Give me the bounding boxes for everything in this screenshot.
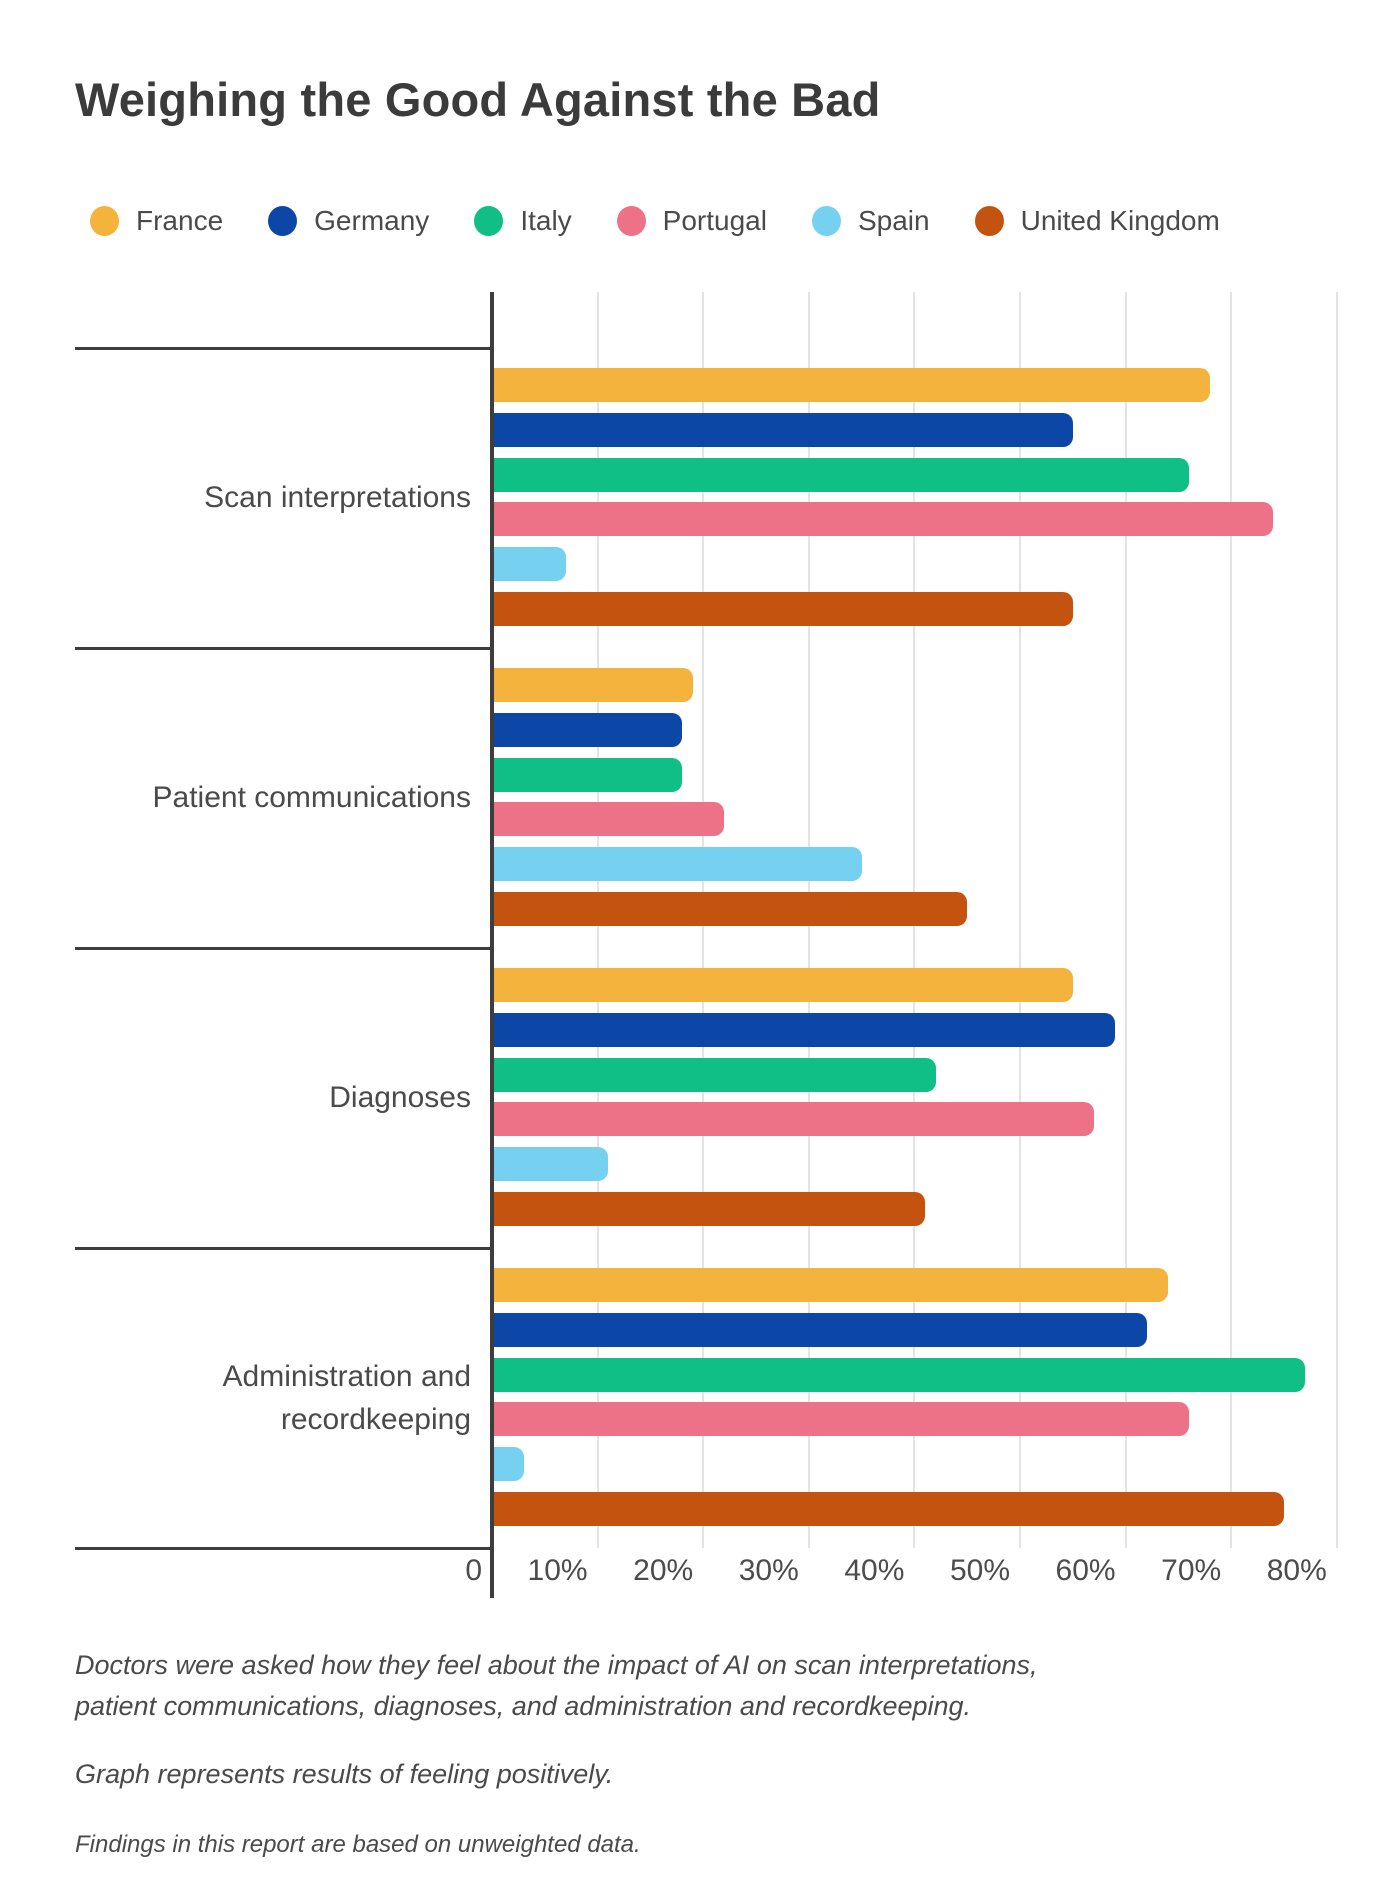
x-tick-label-0: 0 [465, 1554, 482, 1587]
footnote-unweighted-data: Findings in this report are based on unw… [75, 1830, 641, 1858]
row-separator-1 [75, 647, 492, 650]
bar-france-1 [494, 668, 693, 702]
legend-item-spain: Spain [811, 205, 930, 237]
bar-portugal-0 [494, 502, 1274, 537]
legend-item-united-kingdom: United Kingdom [974, 205, 1220, 237]
bar-spain-1 [494, 847, 862, 882]
legend-dot-icon [974, 206, 1004, 236]
gridline-60pct [1124, 292, 1127, 1548]
legend-item-label: United Kingdom [1020, 205, 1220, 236]
gridline-50pct [1019, 292, 1021, 1548]
legend-dot-icon [811, 206, 841, 236]
bar-portugal-1 [494, 802, 725, 837]
legend: France Germany Italy Portugal Spain United Ki… [90, 204, 1220, 238]
x-tick-label-7: 70% [1161, 1554, 1222, 1587]
legend-dot-icon [268, 206, 298, 236]
row-separator-4 [75, 1547, 492, 1550]
bar-united-kingdom-3 [494, 1492, 1284, 1526]
legend-item-germany: Germany [268, 205, 429, 237]
category-label-0: Scan interpretations [204, 481, 471, 515]
x-tick-label-3: 30% [738, 1554, 799, 1587]
x-tick-label-8: 80% [1266, 1554, 1327, 1587]
legend-dot-icon [474, 206, 504, 236]
legend-item-label: Italy [520, 205, 572, 236]
legend-item-italy: Italy [474, 205, 572, 237]
bar-germany-0 [494, 412, 1073, 447]
bar-italy-2 [494, 1057, 936, 1092]
bar-germany-3 [494, 1312, 1147, 1347]
legend-item-france: France [90, 205, 223, 237]
x-tick-label-6: 60% [1055, 1554, 1116, 1587]
category-label-2: Diagnoses [329, 1081, 471, 1115]
legend-dot-icon [616, 206, 646, 236]
legend-item-label: Spain [857, 205, 930, 236]
bar-portugal-2 [494, 1102, 1094, 1137]
bar-united-kingdom-2 [494, 1192, 925, 1226]
bar-france-0 [494, 368, 1211, 402]
legend-item-label: Germany [314, 205, 430, 236]
y-axis-line [490, 292, 494, 1598]
x-tick-label-2: 20% [633, 1554, 694, 1587]
bar-italy-0 [494, 457, 1189, 492]
bar-spain-0 [494, 547, 566, 582]
legend-item-label: Portugal [662, 205, 767, 236]
chart: Scan interpretations Patient communicatio… [0, 292, 1396, 1622]
x-tick-label-1: 10% [527, 1554, 588, 1587]
row-separator-2 [75, 947, 492, 950]
bar-france-3 [494, 1268, 1168, 1302]
category-label-1: Patient communications [152, 781, 472, 815]
row-separator-0 [75, 347, 492, 350]
footnote-survey-question: Doctors were asked how they feel about t… [75, 1650, 1038, 1721]
bar-spain-2 [494, 1147, 609, 1182]
bar-germany-1 [494, 712, 683, 747]
bar-germany-2 [494, 1012, 1116, 1047]
bar-portugal-3 [494, 1402, 1189, 1437]
legend-dot-icon [90, 206, 119, 236]
legend-item-label: France [136, 205, 224, 236]
chart-title: Weighing the Good Against the Bad [75, 73, 881, 126]
x-tick-label-5: 50% [949, 1554, 1010, 1587]
footnotes: Doctors were asked how they feel about t… [75, 1645, 1040, 1863]
x-tick-label-4: 40% [844, 1554, 905, 1587]
bar-spain-3 [494, 1447, 524, 1482]
bar-france-2 [494, 968, 1073, 1002]
category-label-3: Administration and recordkeeping [222, 1359, 471, 1437]
gridline-70pct [1230, 292, 1233, 1548]
legend-item-portugal: Portugal [616, 205, 767, 237]
bar-italy-3 [494, 1357, 1306, 1392]
footnote-graph-meaning: Graph represents results of feeling posi… [75, 1759, 614, 1789]
bar-united-kingdom-1 [494, 892, 968, 926]
gridline-80pct [1335, 292, 1338, 1548]
bar-united-kingdom-0 [494, 592, 1073, 626]
bar-italy-1 [494, 757, 683, 792]
row-separator-3 [75, 1247, 492, 1250]
